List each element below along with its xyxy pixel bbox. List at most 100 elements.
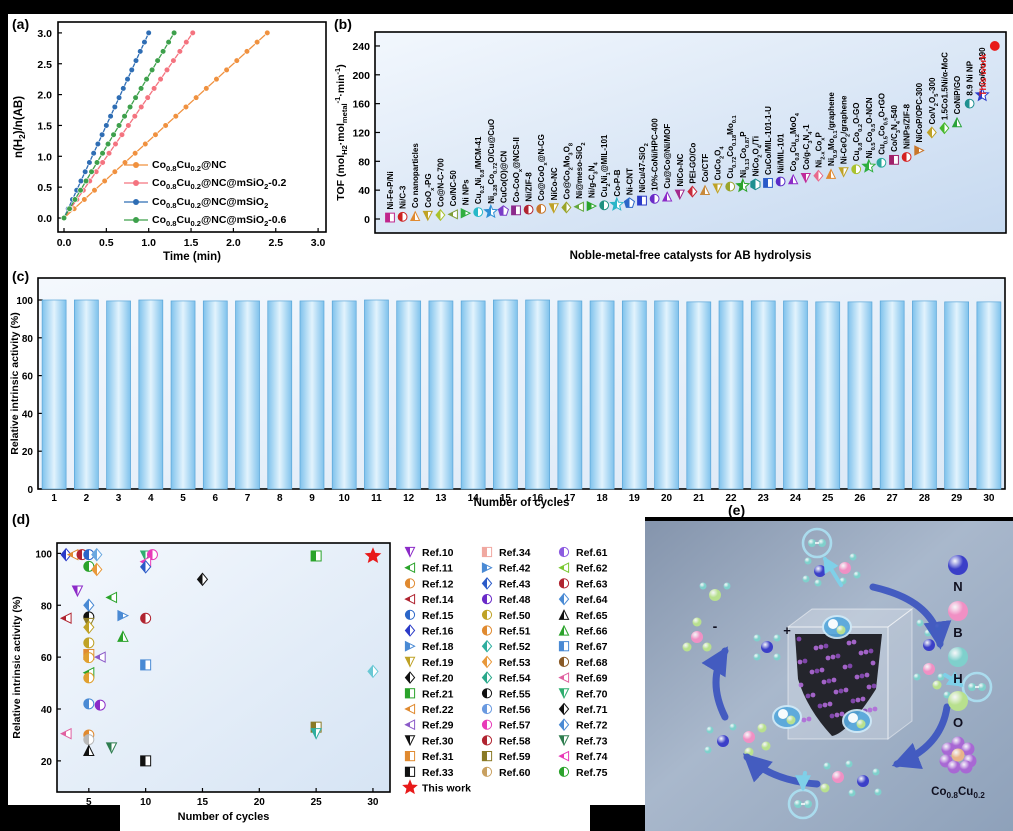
b-catalyst-label: NiCoP/OPC-300 — [915, 82, 924, 142]
c-x-tick: 24 — [790, 493, 802, 504]
b-catalyst-label: Ni/C-3 — [399, 185, 408, 209]
diamond-marker — [481, 639, 493, 653]
c-bar — [331, 300, 357, 490]
d-legend-label: Ref.42 — [499, 563, 531, 575]
c-x-tick: 1 — [51, 493, 57, 504]
a-x-tick: 3.0 — [311, 237, 326, 249]
e-cycle-arrow — [869, 583, 952, 650]
c-x-tick: 20 — [661, 493, 673, 504]
a-data-point — [99, 150, 106, 157]
d-legend-label: Ref.73 — [576, 735, 608, 747]
b-catalyst-label: CuCo2O4 — [714, 146, 726, 181]
diamond-marker — [404, 624, 416, 637]
a-data-point — [120, 85, 127, 92]
triangle-right-marker — [481, 562, 493, 574]
panel-d-svg: 5 10 15 20 25 30 20 40 60 80 100 Number of cycles Re… — [11, 542, 608, 823]
star-marker — [735, 177, 751, 193]
b-catalyst-label: CoOx-PG — [424, 173, 436, 207]
circle-marker — [536, 204, 547, 214]
a-data-point — [88, 168, 95, 175]
triangle-left-marker — [558, 562, 570, 574]
square-marker — [481, 546, 493, 558]
triangle-down-marker — [404, 656, 416, 668]
a-legend-label: Co0.8Cu0.2@NC@mSiO2-0.2 — [152, 177, 287, 191]
c-bar — [299, 300, 325, 490]
diamond-marker — [404, 671, 416, 684]
a-x-tick: 0.0 — [57, 237, 72, 249]
e-legend-sphere-N — [948, 555, 968, 575]
triangle-up-marker — [699, 184, 711, 196]
triangle-left-marker — [558, 750, 570, 762]
b-catalyst-label: Co/g-C3N4-1 — [802, 124, 814, 170]
panel-a-hydrogen-evolution-chart: 0.0 0.5 1.0 1.5 2.0 2.5 3.0 0.0 0.5 1.0 1.5 2.0 2.5 3… — [8, 14, 330, 266]
a-data-point — [145, 29, 152, 37]
a-data-point — [254, 39, 261, 46]
c-bar — [783, 300, 808, 490]
triangle-right-marker — [586, 200, 598, 212]
c-x-tick: 13 — [435, 493, 447, 504]
circle-marker — [473, 207, 484, 218]
c-x-tick: 6 — [213, 493, 219, 504]
a-data-point — [148, 66, 156, 74]
square-marker — [763, 178, 773, 188]
circle-marker — [901, 152, 912, 162]
a-data-point — [189, 29, 196, 37]
b-catalyst-label: NiNPs/ZIF-8 — [903, 104, 912, 149]
b-catalyst-label: NiCo-NC — [676, 153, 685, 186]
star-marker — [483, 203, 499, 219]
a-data-point — [233, 57, 240, 64]
c-x-tick: 21 — [693, 493, 705, 504]
star-marker — [364, 547, 382, 564]
d-x-axis-title: Number of cycles — [178, 811, 270, 823]
b-catalyst-label: Cu@Co@Ni/MOF — [663, 124, 672, 189]
c-bar — [428, 300, 454, 490]
e-legend-sphere-O — [948, 691, 968, 711]
a-data-point — [118, 131, 126, 138]
triangle-down-marker — [404, 735, 416, 747]
a-data-point — [99, 159, 106, 166]
square-marker — [889, 154, 899, 165]
panel-c-label: (c) — [12, 268, 30, 284]
c-bar — [589, 300, 615, 490]
triangle-up-marker — [117, 630, 129, 642]
a-data-point — [93, 159, 101, 166]
b-catalyst-label: 8.9 Ni NP — [966, 60, 975, 95]
b-catalyst-label: Ni0.9Mo0.1/graphene — [827, 92, 839, 166]
b-catalyst-label: Co/V2O5-300 — [928, 77, 940, 124]
diamond-marker — [481, 655, 493, 669]
triangle-left-marker — [447, 209, 458, 220]
c-y-tick: 80 — [22, 334, 34, 345]
a-y-tick: 2.0 — [37, 90, 52, 102]
a-data-point — [163, 66, 171, 74]
c-x-tick: 29 — [951, 493, 963, 504]
e-legend-label: N — [953, 579, 962, 594]
a-data-point — [82, 177, 90, 185]
a-data-point — [132, 94, 139, 101]
a-y-tick: 1.0 — [37, 151, 52, 163]
a-data-point — [159, 48, 167, 55]
b-catalyst-label: Cu2Ni1@MIL-101 — [600, 134, 612, 197]
d-legend-label: Ref.43 — [499, 578, 531, 590]
circle-marker — [876, 157, 887, 168]
a-data-point — [132, 150, 139, 157]
e-h2-release-arrow — [943, 671, 964, 687]
circle-marker — [404, 609, 416, 620]
d-legend-label: Ref.20 — [422, 673, 454, 685]
c-x-tick: 2 — [84, 493, 90, 504]
d-legend-label: Ref.75 — [576, 767, 608, 779]
square-marker — [140, 659, 152, 671]
triangle-down-marker — [558, 735, 570, 747]
c-y-axis-title: Relative intrinsic activity (%) — [9, 312, 21, 454]
d-legend-label: Ref.52 — [499, 641, 531, 653]
e-legend-label: H — [953, 671, 962, 686]
circle-marker — [481, 609, 493, 620]
d-legend-label: Ref.74 — [576, 751, 608, 763]
c-x-tick: 14 — [468, 493, 480, 504]
d-legend-label: This work — [422, 783, 471, 795]
b-y-tick: 240 — [352, 41, 370, 53]
triangle-left-marker — [105, 591, 118, 604]
circle-marker — [481, 735, 493, 746]
a-data-point — [243, 48, 251, 55]
d-legend-label: Ref.60 — [499, 767, 531, 779]
diamond-marker — [561, 201, 572, 214]
